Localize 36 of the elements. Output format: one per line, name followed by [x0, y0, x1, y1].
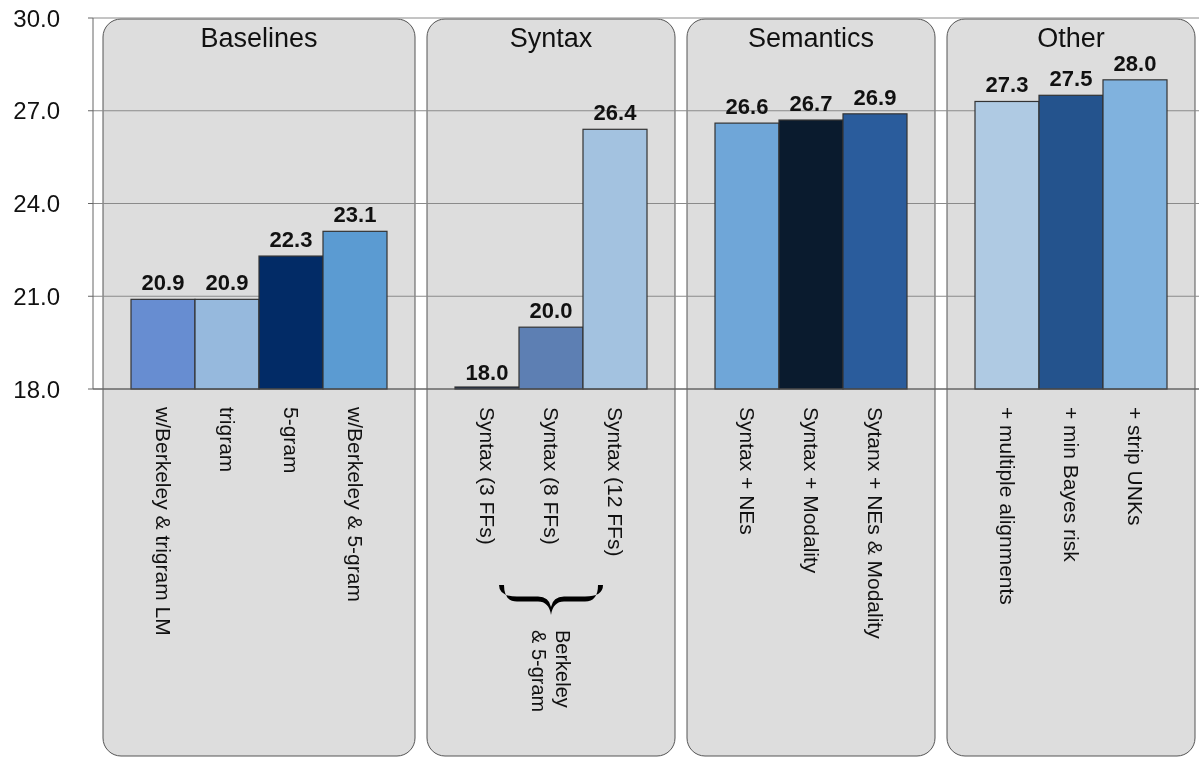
data-label: 23.1 — [333, 202, 377, 228]
x-tick-label: + multiple alignments — [995, 407, 1019, 605]
data-label: 26.7 — [789, 91, 833, 117]
data-label: 20.9 — [205, 270, 249, 296]
data-label: 20.9 — [141, 270, 185, 296]
x-tick-label: Syntax + Modality — [799, 407, 823, 574]
data-label: 28.0 — [1113, 50, 1157, 76]
x-tick-label: Syntax (8 FFs) — [539, 407, 563, 545]
x-tick-label: + strip UNKs — [1123, 407, 1147, 526]
x-tick-label: w/Berkeley & trigram LM — [151, 406, 175, 636]
y-tick-label: 27.0 — [13, 97, 60, 125]
data-label: 26.6 — [725, 94, 769, 120]
chart-title: Other — [1037, 23, 1105, 53]
chart-title: Baselines — [200, 23, 318, 53]
x-tick-label: Syntax (3 FFs) — [475, 407, 499, 545]
data-label: 26.4 — [593, 100, 638, 126]
x-tick-label: Syntax + NEs — [735, 407, 759, 535]
x-tick-label: w/Berkeley & 5-gram — [343, 406, 367, 602]
y-tick-label: 21.0 — [13, 282, 60, 310]
x-tick-label: + min Bayes risk — [1059, 407, 1083, 563]
y-tick-label: 30.0 — [13, 4, 60, 32]
chart-title: Syntax — [509, 23, 593, 53]
y-tick-label: 18.0 — [13, 375, 60, 403]
y-tick-label: 24.0 — [13, 190, 60, 217]
data-label: 26.9 — [853, 84, 897, 110]
data-label: 20.0 — [529, 298, 573, 324]
text: Berkeley & 5-gram — [528, 630, 574, 713]
data-label: 22.3 — [269, 227, 313, 253]
x-tick-label: trigram — [215, 407, 239, 473]
data-label: 27.5 — [1049, 66, 1093, 92]
data-label: 27.3 — [985, 72, 1029, 98]
x-tick-label: Syntax (12 FFs) — [603, 407, 627, 557]
x-tick-label: 5-gram — [279, 407, 303, 474]
chart-title: Semantics — [747, 23, 875, 53]
data-label: 18.0 — [465, 360, 509, 385]
x-tick-label: Sytanx + NEs & Modality — [863, 407, 887, 640]
